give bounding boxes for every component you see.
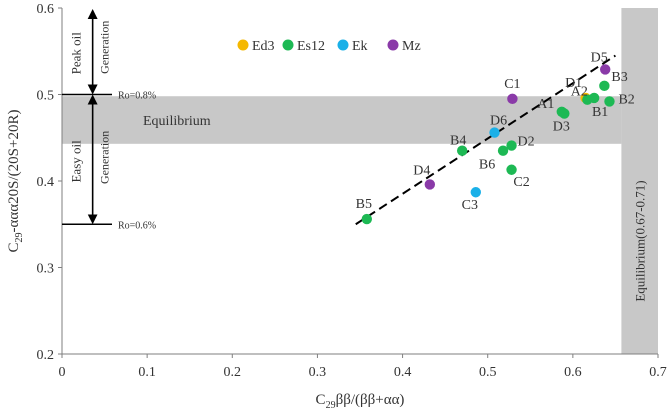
y-axis-title: C29-ααα20S/(20S+20R) bbox=[6, 110, 25, 253]
point-label-c1: C1 bbox=[504, 77, 520, 92]
legend: Ed3 Es12 Ek Mz bbox=[237, 39, 421, 54]
point-label-b2: B2 bbox=[618, 92, 634, 107]
data-points bbox=[361, 64, 615, 225]
x-tick-label: 0.1 bbox=[138, 365, 156, 380]
y-ticks: 0.2 0.3 0.4 0.5 0.6 bbox=[37, 2, 62, 363]
y-axis-title-rest: -ααα20S/(20S+20R) bbox=[6, 110, 22, 233]
trend-line bbox=[355, 54, 616, 226]
legend-marker-ek bbox=[337, 39, 349, 51]
y-axis-title-sub: 29 bbox=[14, 232, 25, 242]
x-tick-label: 0.6 bbox=[564, 365, 582, 380]
x-tick-label: 0.7 bbox=[649, 365, 667, 380]
data-point-b1 bbox=[588, 92, 600, 104]
point-label-d5: D5 bbox=[591, 50, 608, 65]
y-tick-label: 0.5 bbox=[37, 89, 55, 104]
point-label-b5: B5 bbox=[356, 197, 372, 212]
point-label-d4: D4 bbox=[413, 163, 430, 178]
data-point-d2 bbox=[506, 140, 517, 151]
data-point-c1 bbox=[507, 93, 518, 105]
data-point-d6 bbox=[489, 127, 500, 138]
x-axis-title-main: C bbox=[316, 392, 326, 408]
legend-marker-ed3 bbox=[237, 39, 249, 51]
legend-label-ed3: Ed3 bbox=[252, 39, 275, 54]
legend-marker-mz bbox=[387, 39, 399, 51]
point-label-c2: C2 bbox=[513, 175, 529, 190]
generation-label-bottom: Generation bbox=[98, 131, 112, 184]
data-point-b4 bbox=[456, 145, 468, 156]
data-point-d5 bbox=[600, 64, 611, 75]
easy-oil-label: Easy oil bbox=[69, 140, 84, 183]
point-label-d2: D2 bbox=[518, 135, 535, 150]
point-label-b4: B4 bbox=[450, 134, 466, 149]
legend-label-mz: Mz bbox=[402, 39, 421, 54]
data-point-b5 bbox=[361, 213, 373, 225]
x-axis-title: C29ββ/(ββ+αα) bbox=[316, 392, 405, 411]
generation-label-top: Generation bbox=[98, 21, 112, 74]
x-axis-title-rest: ββ/(ββ+αα) bbox=[336, 392, 405, 408]
y-tick-label: 0.2 bbox=[37, 348, 55, 363]
equilibrium-vertical-label: Equilibrium(0.67-0.71) bbox=[633, 180, 648, 301]
x-tick-label: 0 bbox=[59, 365, 66, 380]
x-tick-label: 0.3 bbox=[309, 365, 327, 380]
legend-label-es12: Es12 bbox=[297, 39, 325, 54]
x-ticks: 0 0.1 0.2 0.3 0.4 0.5 0.6 0.7 bbox=[59, 354, 667, 380]
point-label-d3: D3 bbox=[553, 120, 570, 135]
point-label-a2: A2 bbox=[571, 85, 588, 100]
ro-low-label: Ro=0.6% bbox=[118, 220, 156, 231]
y-tick-label: 0.4 bbox=[37, 175, 55, 190]
point-label-b3: B3 bbox=[611, 70, 627, 85]
ro-high-label: Ro=0.8% bbox=[118, 91, 156, 102]
equilibrium-band-label: Equilibrium bbox=[143, 114, 211, 129]
point-label-d6: D6 bbox=[490, 114, 507, 129]
point-label-b6: B6 bbox=[479, 158, 495, 173]
y-tick-label: 0.3 bbox=[37, 262, 55, 277]
data-point-c2 bbox=[506, 164, 517, 175]
point-label-d1: D1 bbox=[565, 76, 582, 91]
data-point-b2 bbox=[604, 96, 615, 107]
legend-marker-es12 bbox=[282, 39, 294, 51]
x-tick-label: 0.5 bbox=[479, 365, 497, 380]
x-tick-label: 0.2 bbox=[224, 365, 242, 380]
data-point-b6 bbox=[497, 145, 509, 156]
point-label-c3: C3 bbox=[462, 198, 478, 213]
point-label-a1: A1 bbox=[537, 97, 554, 112]
point-labels: D1 A1 D3 A2 B1 B2 B3 B4 B5 B6 C2 D2 D6 C3 C1 D4 D5 bbox=[356, 50, 635, 213]
equilibrium-band-vertical bbox=[621, 8, 658, 354]
x-axis-title-sub: 29 bbox=[326, 400, 336, 411]
data-point-c3 bbox=[470, 187, 481, 198]
y-tick-label: 0.6 bbox=[37, 2, 55, 17]
point-label-b1: B1 bbox=[592, 105, 608, 120]
data-point-d3 bbox=[559, 108, 570, 119]
equilibrium-band-horizontal bbox=[62, 96, 622, 144]
y-axis-title-main: C bbox=[6, 242, 22, 252]
x-tick-label: 0.4 bbox=[394, 365, 412, 380]
data-point-d4 bbox=[424, 179, 436, 190]
peak-oil-label: Peak oil bbox=[69, 32, 84, 75]
data-point-b3 bbox=[599, 80, 610, 92]
legend-label-ek: Ek bbox=[352, 39, 368, 54]
